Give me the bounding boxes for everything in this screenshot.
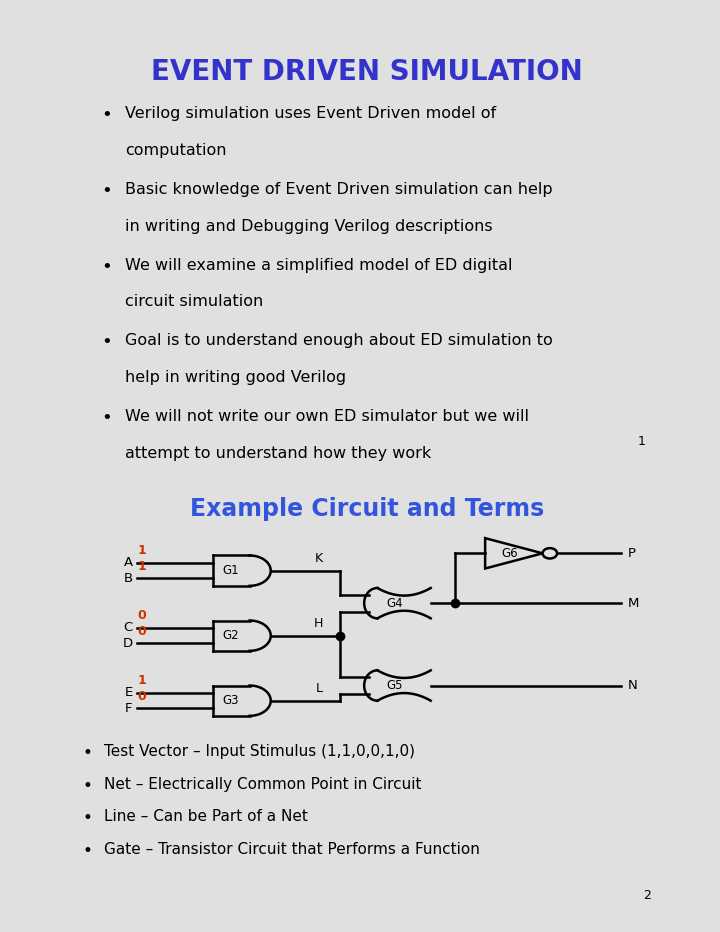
Text: E: E bbox=[125, 686, 132, 699]
Text: Gate – Transistor Circuit that Performs a Function: Gate – Transistor Circuit that Performs … bbox=[104, 842, 480, 857]
Text: P: P bbox=[627, 547, 635, 560]
Text: G3: G3 bbox=[223, 694, 239, 707]
Text: •: • bbox=[101, 106, 112, 124]
Text: Net – Electrically Common Point in Circuit: Net – Electrically Common Point in Circu… bbox=[104, 776, 422, 791]
Text: help in writing good Verilog: help in writing good Verilog bbox=[125, 370, 346, 385]
Text: 1: 1 bbox=[138, 544, 146, 557]
Text: B: B bbox=[123, 572, 132, 585]
Text: •: • bbox=[101, 334, 112, 351]
Text: L: L bbox=[315, 682, 323, 695]
Text: •: • bbox=[101, 182, 112, 199]
Text: G6: G6 bbox=[501, 547, 518, 560]
Text: A: A bbox=[123, 556, 132, 569]
Text: 1: 1 bbox=[637, 435, 645, 448]
Text: computation: computation bbox=[125, 143, 227, 158]
Text: Line – Can be Part of a Net: Line – Can be Part of a Net bbox=[104, 809, 308, 824]
Text: Basic knowledge of Event Driven simulation can help: Basic knowledge of Event Driven simulati… bbox=[125, 182, 553, 197]
Text: •: • bbox=[83, 842, 93, 859]
Text: 1: 1 bbox=[138, 674, 146, 687]
Text: •: • bbox=[83, 809, 93, 827]
Text: M: M bbox=[627, 596, 639, 610]
Text: N: N bbox=[627, 679, 637, 692]
Text: Verilog simulation uses Event Driven model of: Verilog simulation uses Event Driven mod… bbox=[125, 106, 496, 121]
Text: •: • bbox=[101, 257, 112, 276]
Text: •: • bbox=[101, 409, 112, 428]
Text: G4: G4 bbox=[386, 596, 402, 610]
Text: G2: G2 bbox=[222, 629, 240, 642]
Text: Test Vector – Input Stimulus (1,1,0,0,1,0): Test Vector – Input Stimulus (1,1,0,0,1,… bbox=[104, 744, 415, 759]
Text: G1: G1 bbox=[222, 564, 240, 577]
Text: We will not write our own ED simulator but we will: We will not write our own ED simulator b… bbox=[125, 409, 529, 424]
Text: H: H bbox=[314, 618, 323, 630]
Text: circuit simulation: circuit simulation bbox=[125, 295, 264, 309]
Text: K: K bbox=[315, 553, 323, 566]
Text: We will examine a simplified model of ED digital: We will examine a simplified model of ED… bbox=[125, 257, 513, 273]
Text: Example Circuit and Terms: Example Circuit and Terms bbox=[190, 497, 544, 521]
Text: G5: G5 bbox=[386, 679, 402, 692]
Text: 0: 0 bbox=[138, 624, 146, 637]
Text: F: F bbox=[125, 702, 132, 715]
Text: 2: 2 bbox=[644, 889, 652, 902]
Text: attempt to understand how they work: attempt to understand how they work bbox=[125, 446, 431, 461]
Text: Goal is to understand enough about ED simulation to: Goal is to understand enough about ED si… bbox=[125, 334, 553, 349]
Text: 0: 0 bbox=[138, 610, 146, 623]
Text: in writing and Debugging Verilog descriptions: in writing and Debugging Verilog descrip… bbox=[125, 219, 493, 234]
Text: D: D bbox=[122, 637, 132, 650]
Text: 0: 0 bbox=[138, 690, 146, 703]
Text: C: C bbox=[123, 622, 132, 635]
Text: •: • bbox=[83, 744, 93, 762]
Text: 1: 1 bbox=[138, 560, 146, 573]
Text: •: • bbox=[83, 776, 93, 794]
Text: EVENT DRIVEN SIMULATION: EVENT DRIVEN SIMULATION bbox=[151, 59, 583, 87]
